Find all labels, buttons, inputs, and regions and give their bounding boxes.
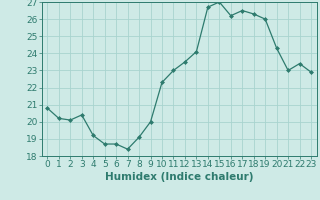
X-axis label: Humidex (Indice chaleur): Humidex (Indice chaleur)	[105, 172, 253, 182]
